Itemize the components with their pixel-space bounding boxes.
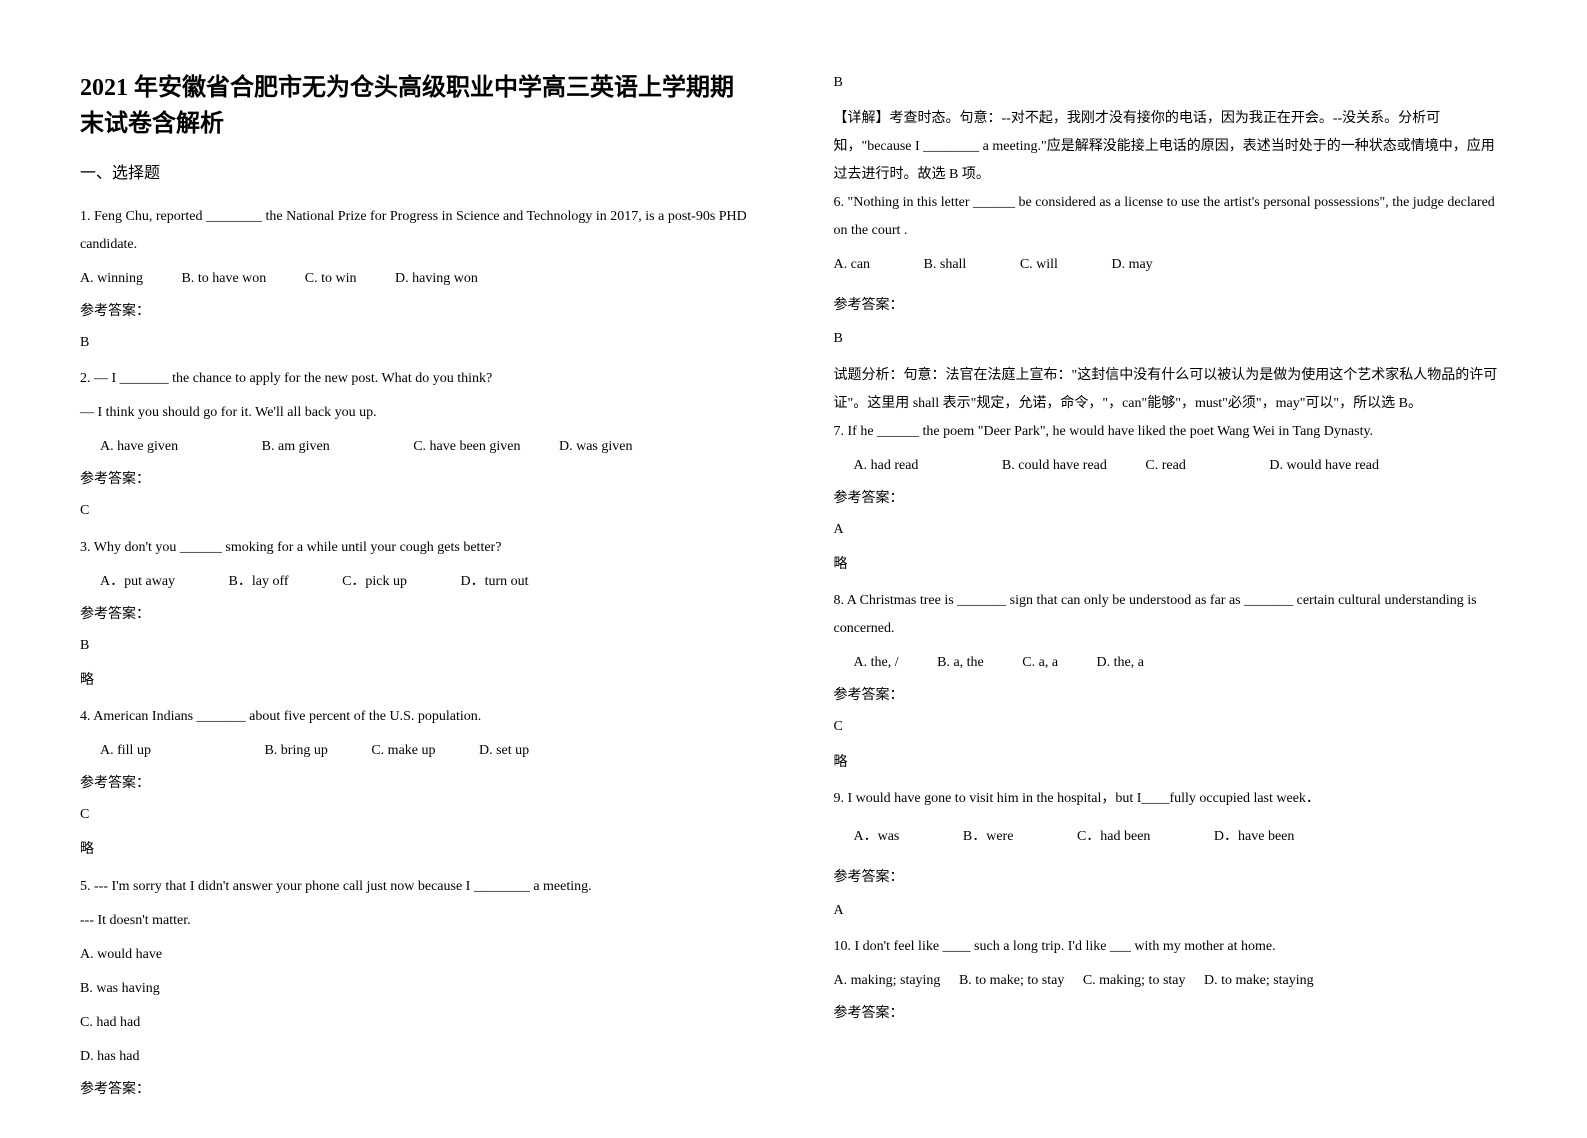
q9-answer-label: 参考答案： bbox=[834, 865, 1508, 890]
q10-answer-label: 参考答案： bbox=[834, 1001, 1508, 1026]
q7-option-a: A. had read bbox=[854, 452, 919, 480]
q5-option-a: A. would have bbox=[80, 941, 754, 969]
question-2-line2: — I think you should go for it. We'll al… bbox=[80, 399, 754, 427]
question-2-line1: 2. — I _______ the chance to apply for t… bbox=[80, 365, 754, 393]
q7-note: 略 bbox=[834, 552, 1508, 577]
q6-option-d: D. may bbox=[1111, 251, 1152, 279]
q3-option-b: B．lay off bbox=[229, 568, 289, 596]
question-1-text: 1. Feng Chu, reported ________ the Natio… bbox=[80, 203, 754, 259]
question-4-text: 4. American Indians _______ about five p… bbox=[80, 703, 754, 731]
q8-option-c: C. a, a bbox=[1022, 649, 1058, 677]
question-10-options: A. making; staying B. to make; to stay C… bbox=[834, 967, 1508, 995]
q5-explanation: 【详解】考查时态。句意：--对不起，我刚才没有接你的电话，因为我正在开会。--没… bbox=[834, 105, 1508, 189]
q9-option-b: B．were bbox=[963, 823, 1014, 851]
question-8-options: A. the, / B. a, the C. a, a D. the, a bbox=[834, 649, 1508, 677]
q2-option-a: A. have given bbox=[100, 433, 178, 461]
question-1-options: A. winning B. to have won C. to win D. h… bbox=[80, 265, 754, 293]
q4-option-d: D. set up bbox=[479, 737, 529, 765]
q3-option-d: D．turn out bbox=[461, 568, 529, 596]
question-5-line1: 5. --- I'm sorry that I didn't answer yo… bbox=[80, 873, 754, 901]
q6-option-c: C. will bbox=[1020, 251, 1058, 279]
q10-option-d: D. to make; staying bbox=[1204, 967, 1314, 995]
q9-answer: A bbox=[834, 898, 1508, 923]
q8-option-d: D. the, a bbox=[1097, 649, 1144, 677]
q3-option-a: A．put away bbox=[100, 568, 175, 596]
section-1-heading: 一、选择题 bbox=[80, 160, 754, 189]
q6-explanation: 试题分析：句意：法官在法庭上宣布："这封信中没有什么可以被认为是做为使用这个艺术… bbox=[834, 362, 1508, 418]
q1-option-a: A. winning bbox=[80, 265, 143, 293]
right-column: B 【详解】考查时态。句意：--对不起，我刚才没有接你的电话，因为我正在开会。-… bbox=[794, 70, 1538, 1108]
q8-option-b: B. a, the bbox=[937, 649, 984, 677]
q8-note: 略 bbox=[834, 750, 1508, 775]
question-6-options: A. can B. shall C. will D. may bbox=[834, 251, 1508, 279]
question-4-options: A. fill up B. bring up C. make up D. set… bbox=[80, 737, 754, 765]
q4-option-c: C. make up bbox=[371, 737, 435, 765]
question-2-options: A. have given B. am given C. have been g… bbox=[80, 433, 754, 461]
q10-option-c: C. making; to stay bbox=[1083, 967, 1186, 995]
q6-option-b: B. shall bbox=[924, 251, 967, 279]
question-7-text: 7. If he ______ the poem "Deer Park", he… bbox=[834, 418, 1508, 446]
q3-answer-label: 参考答案： bbox=[80, 602, 754, 627]
q5-answer-label: 参考答案： bbox=[80, 1077, 754, 1102]
question-8-text: 8. A Christmas tree is _______ sign that… bbox=[834, 587, 1508, 643]
q2-answer-label: 参考答案： bbox=[80, 467, 754, 492]
q8-answer-label: 参考答案： bbox=[834, 683, 1508, 708]
q1-answer-label: 参考答案： bbox=[80, 299, 754, 324]
q6-answer: B bbox=[834, 326, 1508, 351]
q7-answer-label: 参考答案： bbox=[834, 486, 1508, 511]
question-10-text: 10. I don't feel like ____ such a long t… bbox=[834, 933, 1508, 961]
q7-answer: A bbox=[834, 517, 1508, 542]
q5-option-d: D. has had bbox=[80, 1043, 754, 1071]
q7-option-b: B. could have read bbox=[1002, 452, 1107, 480]
q4-option-b: B. bring up bbox=[264, 737, 327, 765]
q6-option-a: A. can bbox=[834, 251, 871, 279]
question-9-options: A．was B．were C．had been D．have been bbox=[834, 823, 1508, 851]
question-7-options: A. had read B. could have read C. read D… bbox=[834, 452, 1508, 480]
q9-option-a: A．was bbox=[854, 823, 900, 851]
q2-option-c: C. have been given bbox=[413, 433, 520, 461]
q10-option-b: B. to make; to stay bbox=[959, 967, 1064, 995]
q3-option-c: C．pick up bbox=[342, 568, 407, 596]
q5-option-c: C. had had bbox=[80, 1009, 754, 1037]
q7-option-c: C. read bbox=[1145, 452, 1185, 480]
q2-option-d: D. was given bbox=[559, 433, 633, 461]
question-6-text: 6. "Nothing in this letter ______ be con… bbox=[834, 189, 1508, 245]
q4-option-a: A. fill up bbox=[100, 737, 151, 765]
left-column: 2021 年安徽省合肥市无为仓头高级职业中学高三英语上学期期末试卷含解析 一、选… bbox=[50, 70, 794, 1108]
q10-option-a: A. making; staying bbox=[834, 967, 941, 995]
q1-option-b: B. to have won bbox=[182, 265, 267, 293]
q2-answer: C bbox=[80, 498, 754, 523]
q1-option-d: D. having won bbox=[395, 265, 478, 293]
q4-answer: C bbox=[80, 802, 754, 827]
document-title: 2021 年安徽省合肥市无为仓头高级职业中学高三英语上学期期末试卷含解析 bbox=[80, 70, 754, 142]
q2-option-b: B. am given bbox=[262, 433, 330, 461]
q3-note: 略 bbox=[80, 668, 754, 693]
q6-answer-label: 参考答案： bbox=[834, 293, 1508, 318]
q8-answer: C bbox=[834, 714, 1508, 739]
question-9-text: 9. I would have gone to visit him in the… bbox=[834, 785, 1508, 813]
q7-option-d: D. would have read bbox=[1269, 452, 1379, 480]
q8-option-a: A. the, / bbox=[854, 649, 899, 677]
q4-answer-label: 参考答案： bbox=[80, 771, 754, 796]
q3-answer: B bbox=[80, 633, 754, 658]
q5-answer: B bbox=[834, 70, 1508, 95]
q9-option-d: D．have been bbox=[1214, 823, 1294, 851]
question-3-text: 3. Why don't you ______ smoking for a wh… bbox=[80, 534, 754, 562]
q1-answer: B bbox=[80, 330, 754, 355]
q9-option-c: C．had been bbox=[1077, 823, 1150, 851]
question-5-line2: --- It doesn't matter. bbox=[80, 907, 754, 935]
q4-note: 略 bbox=[80, 837, 754, 862]
question-3-options: A．put away B．lay off C．pick up D．turn ou… bbox=[80, 568, 754, 596]
q1-option-c: C. to win bbox=[305, 265, 357, 293]
q5-option-b: B. was having bbox=[80, 975, 754, 1003]
